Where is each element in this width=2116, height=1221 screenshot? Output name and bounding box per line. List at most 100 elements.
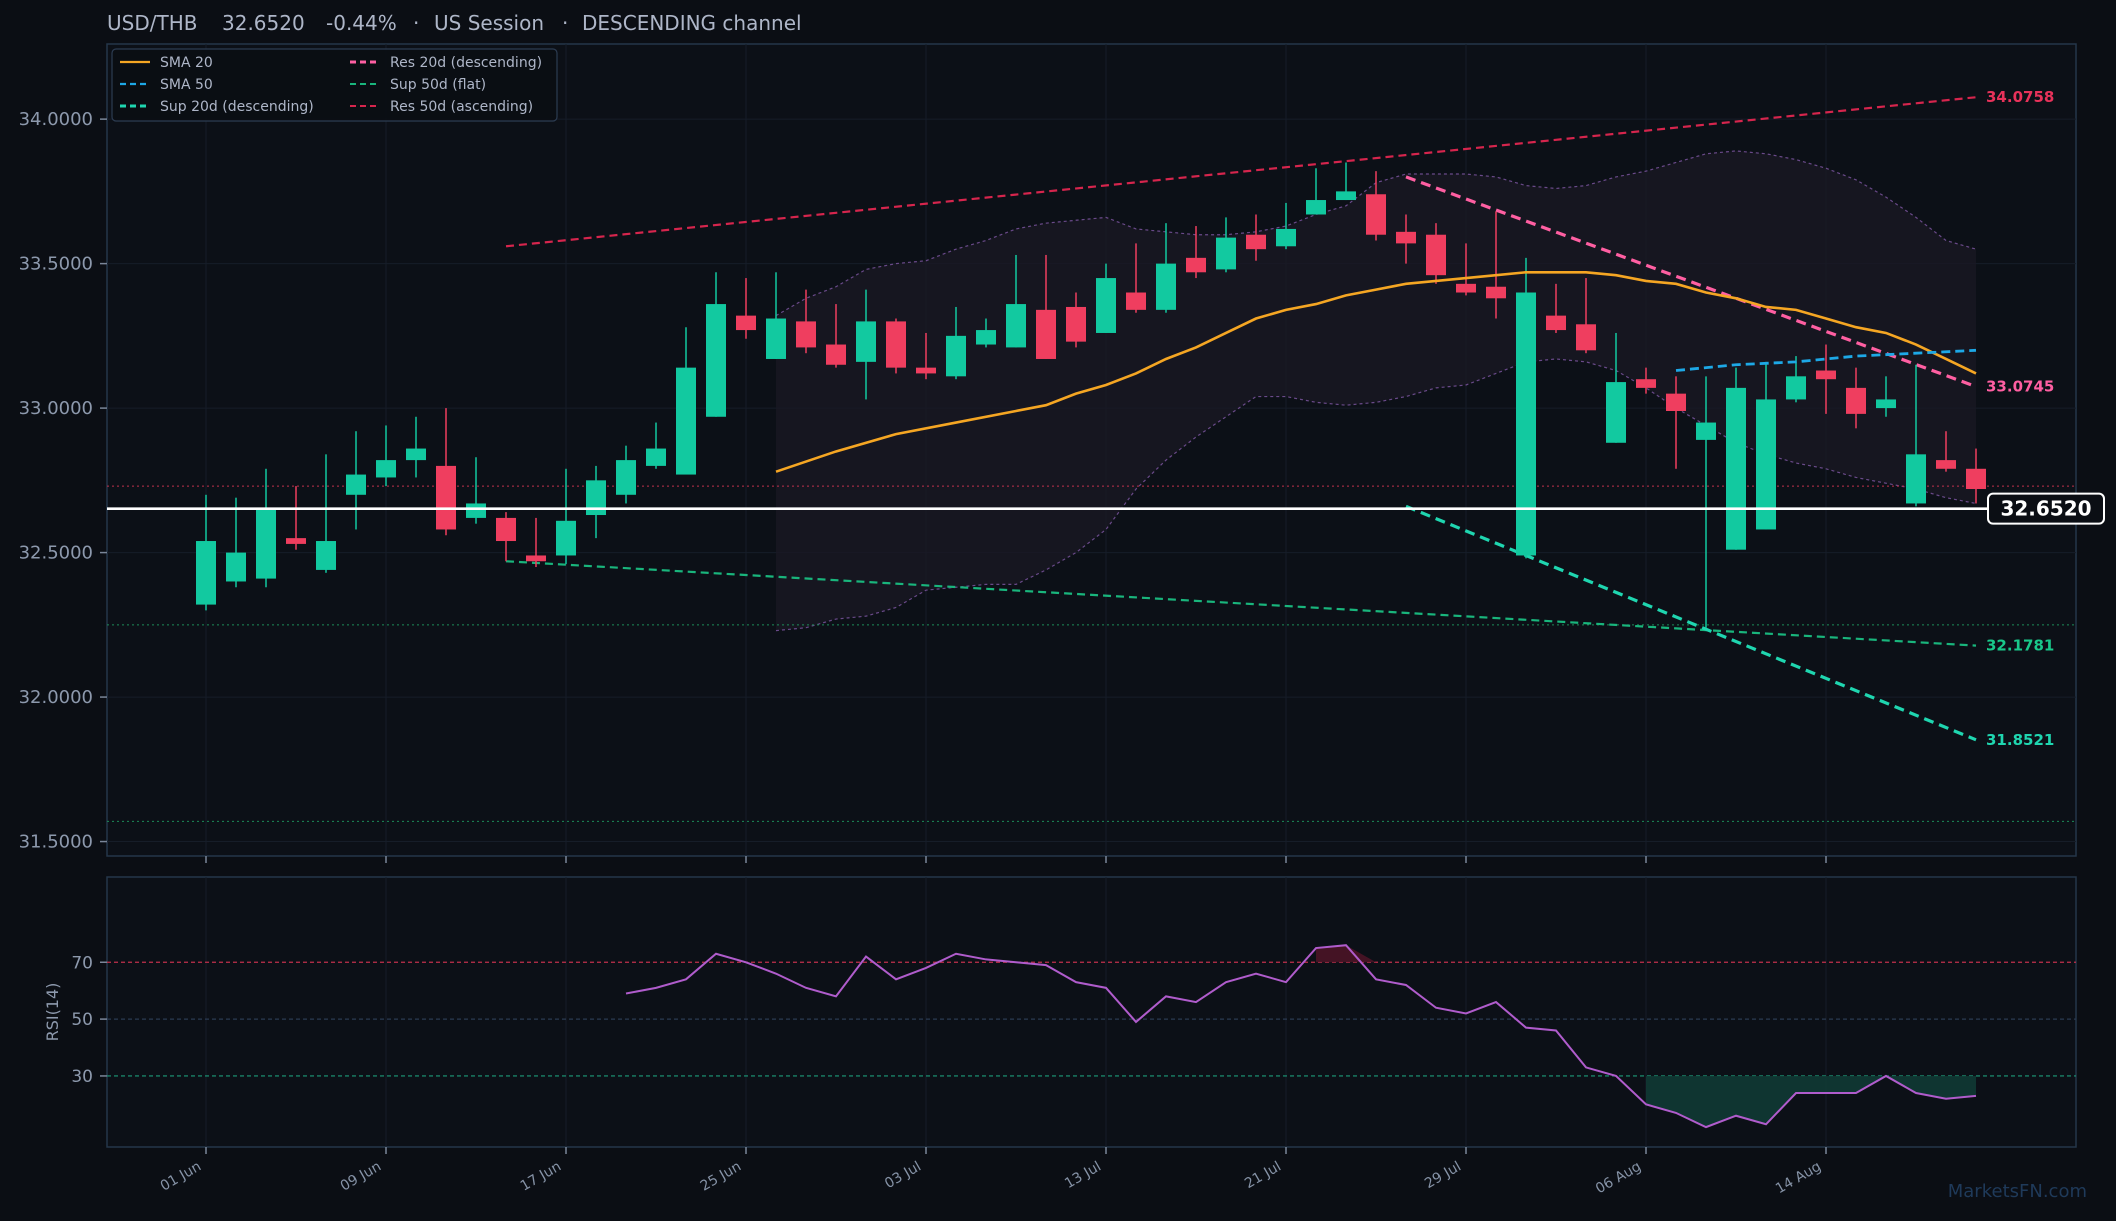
current-price-tag-label: 32.6520 [2000,497,2091,521]
trend-line [1405,175,1977,389]
candle-body [316,541,336,570]
rsi-y-tick-label: 70 [71,953,93,973]
candle-body [1846,387,1866,414]
y-tick-label: 33.5000 [19,254,93,275]
candle-body [1756,399,1776,530]
rsi-y-tick-label: 50 [71,1010,93,1030]
candle-body [496,517,516,542]
candle-body [346,474,366,495]
level-label: 34.0758 [1986,88,2054,106]
candle-body [1546,315,1566,331]
rsi-overbought-fill [1316,945,1376,963]
candle-body [1156,263,1176,310]
title-separator: · [562,11,568,35]
candle-body [946,335,966,377]
x-tick-label: 17 Jun [518,1159,564,1195]
candle-body [1276,228,1296,247]
candle-body [1906,454,1926,504]
candle-body [286,538,306,544]
candle-body [1966,468,1986,490]
chart-title-session: US Session [434,11,544,35]
current-price-tag [1987,492,2105,525]
current-price: 32.6520 [107,492,2105,525]
rsi-oversold-fill [1646,1075,1976,1128]
candle-body [226,552,246,582]
candle-body [1606,382,1626,443]
candle-body [1396,231,1416,244]
chart-title-channel: DESCENDING channel [582,11,802,35]
candle-body [916,367,936,374]
legend-label: Sup 20d (descending) [160,99,314,115]
candle-body [676,367,696,475]
trend-line [505,560,1977,647]
candle-body [1096,278,1116,333]
legend-box [111,48,558,122]
candle-body [586,480,606,516]
sma20-line [775,270,1977,473]
candle-body [1126,292,1146,310]
candle-body [1786,376,1806,400]
candle-body [1186,257,1206,273]
candle-body [1936,460,1956,469]
y-tick-label: 32.5000 [19,543,93,564]
candle-body [1456,283,1476,293]
candle-body [196,541,216,605]
x-tick-label: 03 Jul [882,1159,924,1192]
candle-body [1576,324,1596,351]
sma50-line [1675,348,1977,372]
candle-body [826,344,846,365]
x-tick-label: 14 Aug [1773,1159,1824,1198]
candle-body [526,555,546,562]
x-tick-label: 29 Jul [1422,1159,1464,1192]
x-tick-label: 13 Jul [1062,1159,1104,1192]
candle-body [436,465,456,530]
candle-body [256,509,276,579]
candle-body [1636,379,1656,388]
legend-label: SMA 50 [160,77,213,93]
candle-body [976,330,996,345]
candle-body [1516,292,1536,556]
bollinger-band-fill [776,150,1976,631]
chart-title-price: 32.6520 [222,11,305,35]
candle-body [646,448,666,466]
moving-averages [775,270,1977,473]
candle-body [1666,393,1686,411]
rsi-line [625,944,1977,1129]
candle-body [886,321,906,368]
rsi-y-tick-label: 30 [71,1067,93,1087]
title-separator: · [413,11,419,35]
rsi-axis-label: RSI(14) [43,983,62,1042]
legend: SMA 20 SMA 50 Sup 20d (descending) Res 20d … [111,48,558,122]
candle-body [1006,304,1026,348]
candle-body [466,503,486,518]
chart-title-change: -0.44% [326,11,397,35]
candle-body [1486,286,1506,299]
candle-body [1816,370,1836,380]
x-tick-label: 25 Jun [698,1159,744,1195]
x-tick-label: 09 Jun [338,1159,384,1195]
legend-label: SMA 20 [160,55,213,71]
legend-label: Res 50d (ascending) [390,99,533,115]
candle-body [1696,422,1716,440]
chart-title-symbol: USD/THB [107,11,197,35]
candle-body [1426,234,1446,276]
candle-body [616,460,636,495]
candle-body [1366,194,1386,235]
candles [196,162,1986,628]
candle-body [796,321,816,348]
x-tick-label: 01 Jun [158,1159,204,1195]
watermark: MarketsFN.com [1948,1181,2087,1202]
y-tick-label: 31.5000 [19,832,93,853]
candle-body [556,520,576,556]
legend-label: Sup 50d (flat) [390,77,486,93]
level-label: 31.8521 [1986,731,2054,749]
candle-body [766,318,786,359]
candle-body [1726,387,1746,550]
y-tick-label: 32.0000 [19,687,93,708]
level-label: 33.0745 [1986,378,2054,396]
legend-label: Res 20d (descending) [390,55,542,71]
candle-body [376,460,396,478]
trend-lines: 34.0758 33.0745 32.1781 31.8521 [505,88,2054,749]
candle-body [706,304,726,417]
